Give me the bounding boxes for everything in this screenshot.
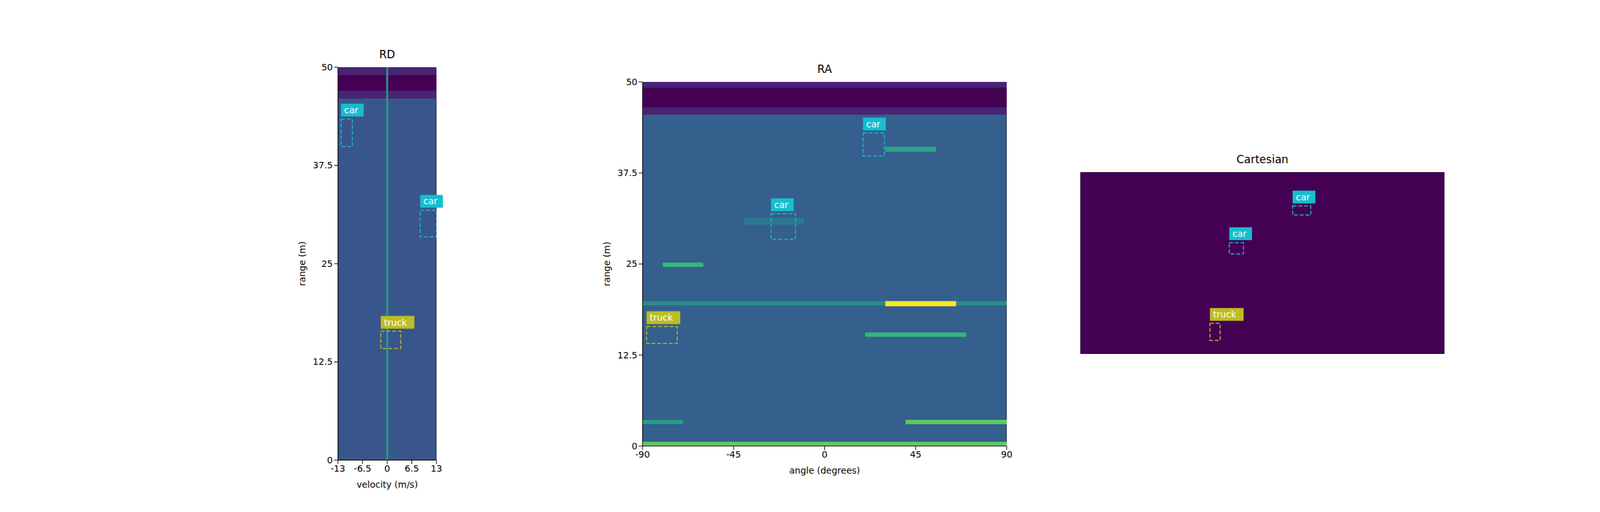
svg-text:-90: -90 [635, 449, 650, 460]
svg-text:25: 25 [625, 258, 638, 269]
svg-text:50: 50 [625, 76, 638, 88]
svg-text:truck: truck [649, 312, 674, 323]
svg-text:truck: truck [384, 317, 408, 328]
svg-text:6.5: 6.5 [404, 463, 419, 474]
svg-text:car: car [866, 119, 881, 130]
svg-text:0: 0 [327, 455, 333, 466]
svg-text:-45: -45 [726, 449, 742, 460]
svg-text:12.5: 12.5 [617, 350, 638, 361]
svg-text:13: 13 [430, 463, 443, 474]
svg-text:-6.5: -6.5 [353, 463, 372, 474]
html-text:RD: RD [379, 48, 396, 61]
svg-text:37.5: 37.5 [617, 167, 638, 178]
svg-text:car: car [344, 104, 359, 116]
html-text:Cartesian: Cartesian [1236, 152, 1289, 166]
svg-text:25: 25 [321, 258, 333, 269]
svg-text:0: 0 [631, 440, 638, 452]
svg-text:37.5: 37.5 [312, 160, 333, 171]
svg-text:car: car [1296, 192, 1311, 203]
svg-text:90: 90 [1000, 449, 1013, 460]
svg-text:range (m): range (m) [601, 241, 612, 287]
svg-text:car: car [1232, 228, 1247, 239]
svg-text:range (m): range (m) [296, 241, 308, 287]
svg-text:50: 50 [321, 62, 333, 73]
svg-text:-13: -13 [330, 463, 346, 474]
html-text:RA: RA [817, 62, 832, 76]
svg-text:45: 45 [910, 449, 922, 460]
svg-text:0: 0 [384, 463, 391, 474]
svg-text:0: 0 [821, 449, 828, 460]
svg-text:car: car [774, 199, 789, 210]
svg-text:truck: truck [1213, 309, 1238, 320]
svg-text:12.5: 12.5 [312, 356, 333, 367]
svg-text:car: car [423, 195, 438, 207]
svg-text:velocity (m/s): velocity (m/s) [356, 479, 418, 490]
svg-text:angle (degrees): angle (degrees) [789, 465, 861, 476]
